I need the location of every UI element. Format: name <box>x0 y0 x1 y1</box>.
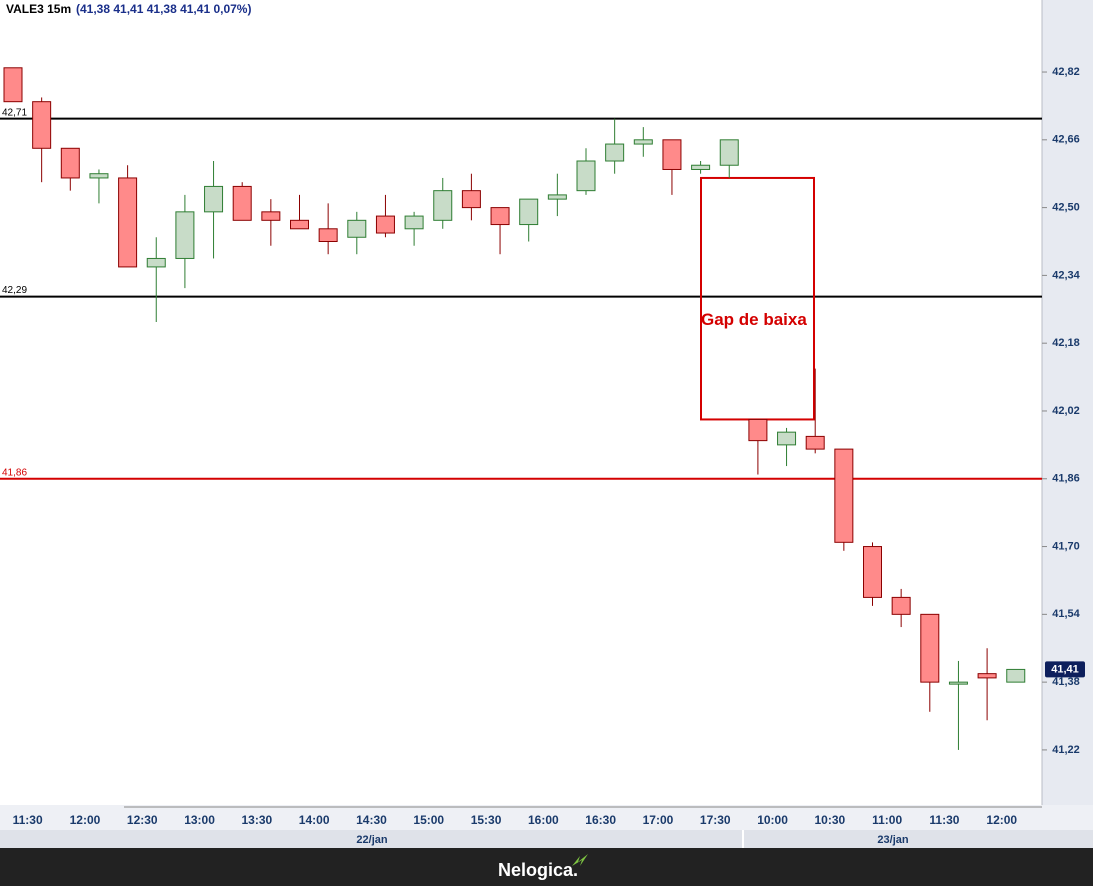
x-tick-label: 14:30 <box>356 813 387 827</box>
candle-body <box>1006 668 1026 683</box>
x-tick-label: 11:30 <box>929 813 959 827</box>
x-tick-label: 12:00 <box>70 813 101 827</box>
candle-body <box>146 257 166 268</box>
time-axis-panel <box>0 805 1093 830</box>
candle-body <box>118 177 138 268</box>
x-tick-label: 12:00 <box>986 813 1017 827</box>
candle-body <box>290 219 309 230</box>
x-tick-label: 13:00 <box>184 813 215 827</box>
x-tick-label: 17:00 <box>643 813 674 827</box>
candle-body <box>662 139 682 170</box>
candle-body <box>719 139 739 166</box>
candle-body <box>948 681 968 685</box>
y-tick-label: 41,38 <box>1052 676 1080 688</box>
x-tick-label: 16:30 <box>585 813 616 827</box>
candle-body <box>60 147 80 179</box>
x-tick-label: 17:30 <box>700 813 731 827</box>
level-label: 42,71 <box>2 107 27 118</box>
x-tick-label: 16:00 <box>528 813 559 827</box>
candle-body <box>920 613 940 683</box>
candle-body <box>175 211 195 259</box>
candle-body <box>32 101 52 149</box>
y-tick-label: 41,70 <box>1052 540 1080 552</box>
x-tick-label: 15:30 <box>471 813 502 827</box>
candle-body <box>633 139 653 145</box>
candle-body <box>347 219 367 238</box>
candle-body <box>834 448 854 543</box>
candle-body <box>461 190 481 209</box>
candle-body <box>89 173 109 179</box>
level-label: 41,86 <box>2 467 27 478</box>
y-tick-label: 42,02 <box>1052 405 1080 417</box>
x-tick-label: 12:30 <box>127 813 158 827</box>
y-tick-label: 42,82 <box>1052 66 1080 78</box>
footer-bar <box>0 848 1093 886</box>
footer-logo: Nelogica. <box>498 860 578 880</box>
x-tick-label: 15:00 <box>413 813 444 827</box>
quote: (41,38 41,41 41,38 41,41 0,07%) <box>76 2 251 16</box>
candle-body <box>490 207 510 226</box>
candle-body <box>318 228 338 243</box>
date-label: 22/jan <box>356 834 387 846</box>
date-label: 23/jan <box>877 834 908 846</box>
y-tick-label: 42,34 <box>1052 269 1080 281</box>
candle-body <box>777 431 797 446</box>
candle-body <box>605 143 625 162</box>
level-label: 42,29 <box>2 285 27 296</box>
x-tick-label: 13:30 <box>241 813 272 827</box>
candle-body <box>204 185 224 213</box>
candle-body <box>691 164 711 170</box>
x-tick-label: 11:30 <box>13 813 43 827</box>
candle-body <box>977 673 997 679</box>
y-tick-label: 42,66 <box>1052 134 1080 146</box>
x-tick-label: 10:30 <box>814 813 845 827</box>
candle-body <box>547 194 567 200</box>
candle-body <box>863 546 882 598</box>
y-tick-label: 41,22 <box>1052 744 1080 756</box>
candle-body <box>891 596 911 615</box>
x-tick-label: 10:00 <box>757 813 788 827</box>
candle-body <box>261 211 281 221</box>
candle-body <box>3 67 23 103</box>
candle-body <box>375 215 395 234</box>
candle-body <box>748 418 768 442</box>
candle-body <box>433 190 453 221</box>
date-row <box>0 830 1093 848</box>
candle-body <box>805 435 825 450</box>
y-tick-label: 42,18 <box>1052 337 1080 349</box>
y-tick-label: 41,86 <box>1052 473 1080 485</box>
candle-body <box>576 160 596 192</box>
y-tick-label: 41,54 <box>1052 608 1080 620</box>
x-tick-label: 11:00 <box>872 813 902 827</box>
candle-body <box>232 185 252 221</box>
gap-label: Gap de baixa <box>701 310 807 329</box>
last-price-label: 41,41 <box>1051 663 1079 675</box>
candle-body <box>519 198 539 226</box>
symbol: VALE3 15m <box>6 2 71 16</box>
last-price-tag <box>1045 661 1085 678</box>
candle-body <box>404 215 424 230</box>
y-tick-label: 42,50 <box>1052 202 1080 214</box>
x-tick-label: 14:00 <box>299 813 330 827</box>
logo-icon <box>572 854 588 866</box>
